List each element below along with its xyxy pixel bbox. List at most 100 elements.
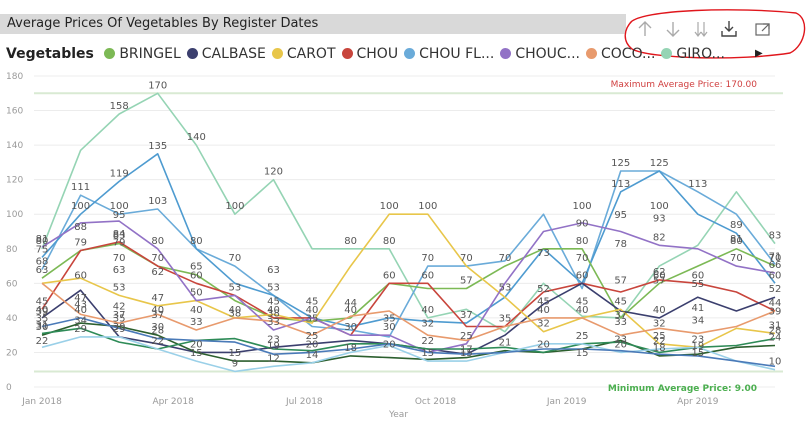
series-line [41,220,776,354]
y-tick-label: 100 [6,210,23,220]
data-label: 45 [576,296,589,307]
data-label: 19 [691,341,704,352]
data-label: 65 [190,262,203,273]
data-label: 35 [499,314,512,325]
data-label: 93 [653,213,666,224]
legend-item[interactable]: CAROT [271,46,336,62]
legend-next-icon[interactable]: ▶ [755,48,763,59]
x-tick-label: Oct 2018 [415,397,457,407]
series-line [41,282,776,342]
data-label: 60 [769,270,782,281]
data-label: 79 [113,238,126,249]
data-label: 23 [691,334,704,345]
data-label: 125 [611,158,630,169]
data-label: 34 [691,315,704,326]
data-label: 15 [691,348,704,359]
data-label: 20 [190,339,203,350]
data-label: 80 [576,236,589,247]
data-label: 22 [653,336,666,347]
data-label: 40 [267,305,280,316]
data-label: 40 [74,305,87,316]
data-label: 20 [537,339,550,350]
focus-mode-icon[interactable] [752,18,774,40]
legend-item[interactable]: CALBASE [186,46,266,62]
data-label: 60 [653,270,666,281]
y-tick-label: 120 [6,176,23,186]
data-label: 25 [653,331,666,342]
data-label: 100 [650,201,669,212]
data-label: 53 [499,282,512,293]
y-tick-label: 180 [6,72,23,82]
data-label: 24 [769,333,782,344]
data-label: 18 [653,343,666,354]
data-label: 35 [113,314,126,325]
data-label: 63 [36,265,49,276]
data-label: 20 [614,339,627,350]
data-label: 25 [576,331,589,342]
data-label: 62 [151,267,164,278]
data-label: 70 [576,253,589,264]
data-label: 28 [151,326,164,337]
data-label: 55 [691,279,704,290]
data-label: 60 [691,270,704,281]
legend-label: CHOU [356,46,399,62]
data-label: 70 [499,253,512,264]
data-label: 14 [306,350,319,361]
legend-label: CHOU FL... [419,46,495,62]
data-label: 37 [113,310,126,321]
data-label: 81 [730,234,743,245]
data-label: 100 [71,201,90,212]
double-arrow-down-icon[interactable] [690,18,712,40]
data-label: 44 [769,298,782,309]
data-label: 39 [769,307,782,318]
legend-label: COCO... [601,46,656,62]
data-label: 71 [769,251,782,262]
data-label: 22 [151,336,164,347]
data-label: 113 [688,179,707,190]
legend-item[interactable]: BRINGEL [104,46,181,62]
data-label: 32 [537,319,550,330]
data-label: 23 [267,334,280,345]
data-label: 57 [614,276,627,287]
legend-item[interactable]: COCO... [586,46,655,62]
data-label: 60 [383,270,396,281]
data-label: 31 [769,320,782,331]
data-label: 70 [730,253,743,264]
data-label: 70 [151,253,164,264]
legend-item[interactable]: CHOUC... [500,46,580,62]
legend-label: CAROT [286,46,336,62]
data-label: 70 [769,253,782,264]
data-label: 29 [74,324,87,335]
data-label: 125 [650,158,669,169]
legend-item[interactable]: GIRO... [661,46,725,62]
data-label: 50 [190,288,203,299]
data-label: 30 [113,322,126,333]
data-label: 40 [344,305,357,316]
data-label: 20 [306,339,319,350]
data-label: 53 [113,282,126,293]
legend-item[interactable]: CHOU FL... [404,46,494,62]
legend-label: GIRO... [676,46,725,62]
legend-marker [341,48,353,59]
data-label: 12 [267,353,280,364]
arrow-up-icon[interactable] [634,18,656,40]
data-label: 66 [769,260,782,271]
data-label: 82 [653,232,666,243]
data-label: 38 [267,308,280,319]
data-label: 63 [267,265,280,276]
expand-hierarchy-icon[interactable] [718,18,740,40]
data-label: 119 [110,168,129,179]
legend-item[interactable]: CHOU [341,46,399,62]
data-label: 79 [74,238,87,249]
data-label: 35 [306,314,319,325]
series-line [41,242,776,323]
data-label: 53 [229,282,242,293]
data-label: 84 [113,229,126,240]
data-label: 68 [36,257,49,268]
data-label: 100 [573,201,592,212]
data-label: 10 [769,357,782,368]
data-label: 100 [380,201,399,212]
arrow-down-icon[interactable] [662,18,684,40]
data-label: 15 [460,348,473,359]
data-label: 100 [418,201,437,212]
